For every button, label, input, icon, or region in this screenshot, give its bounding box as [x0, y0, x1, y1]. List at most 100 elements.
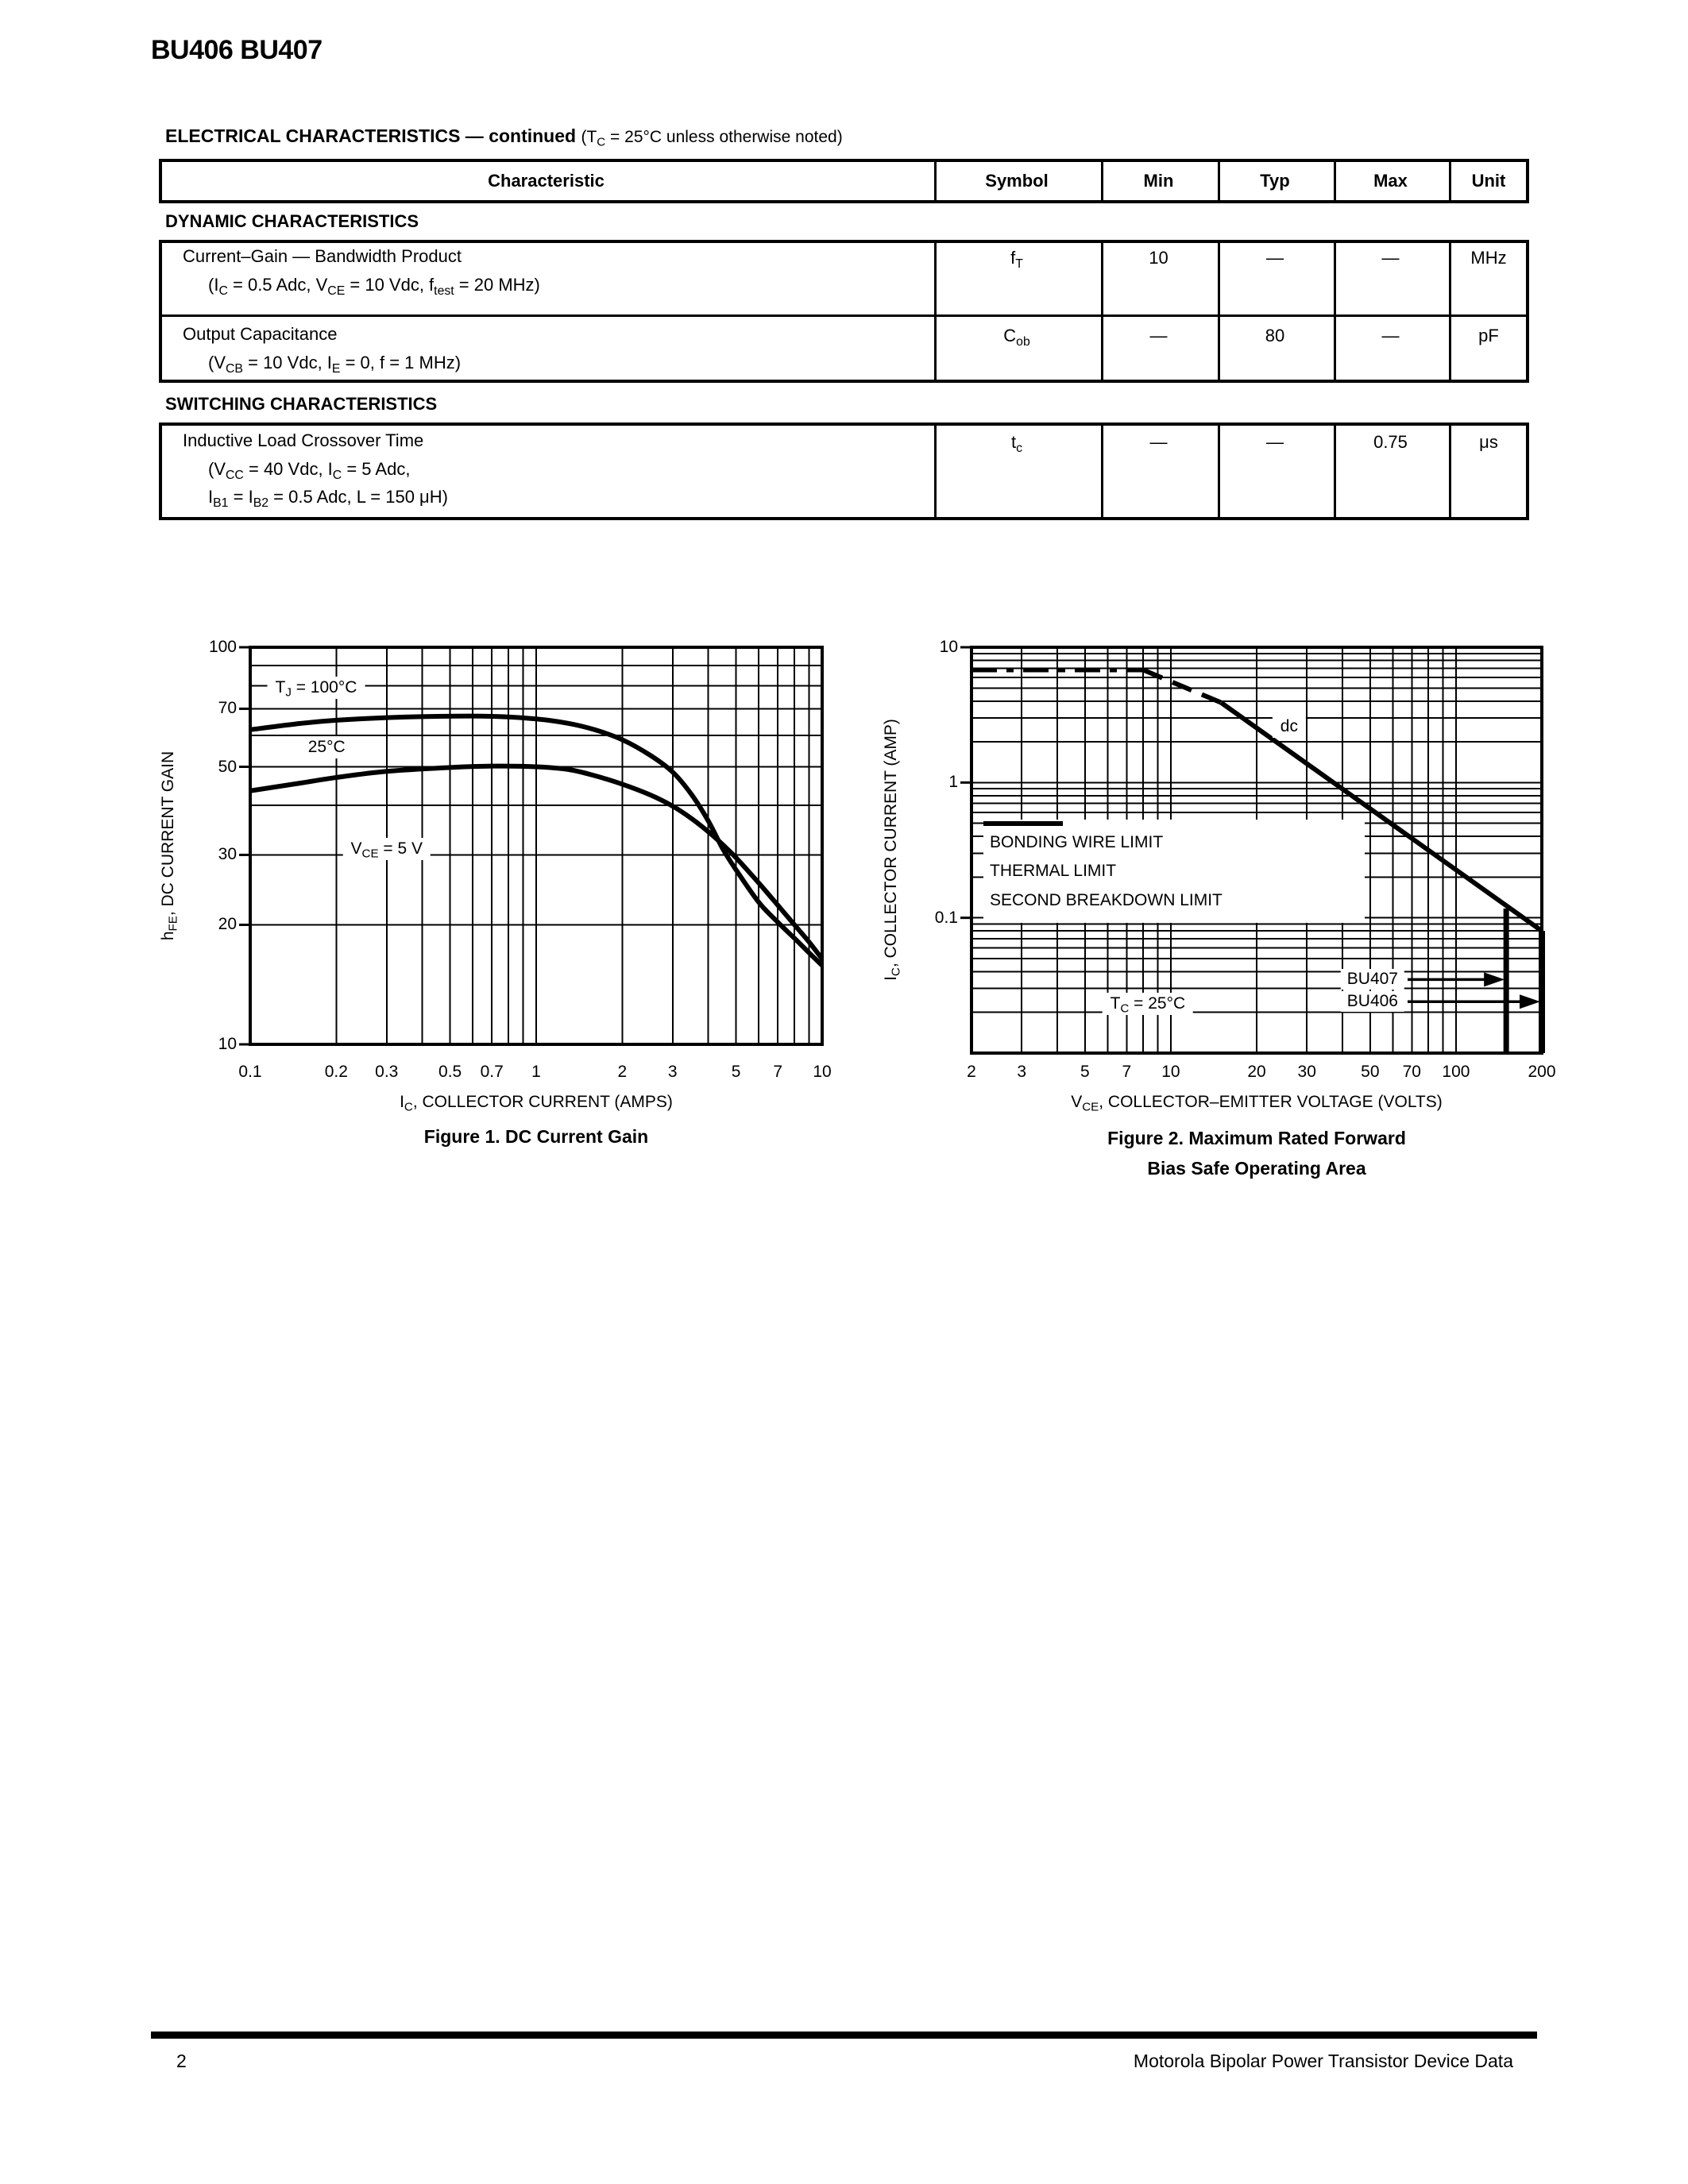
row-unit: MHz: [1470, 248, 1507, 268]
col-header-min: Min: [1143, 171, 1174, 191]
legend-label: THERMAL LIMIT: [990, 862, 1117, 880]
series-thermal-limit: [1141, 667, 1223, 705]
fig2-caption-line1: Figure 2. Maximum Rated Forward: [1107, 1128, 1406, 1148]
grid-lines: [250, 647, 822, 1044]
y-tick-label: 20: [218, 915, 237, 934]
row-characteristic: Output Capacitance: [183, 324, 338, 344]
col-header-characteristic: Characteristic: [488, 171, 605, 191]
row-typ: 80: [1265, 326, 1285, 345]
col-header-symbol: Symbol: [985, 171, 1049, 191]
column-divider: [934, 162, 937, 200]
x-tick-label: 30: [1297, 1063, 1316, 1081]
y-tick-label: 50: [218, 757, 237, 776]
row-max: 0.75: [1373, 432, 1408, 452]
y-tick-label: 10: [939, 638, 958, 656]
chart-annotation: VCE = 5 V: [342, 838, 431, 861]
column-divider: [1218, 162, 1220, 200]
heading-note: (TC = 25°C unless otherwise noted): [581, 128, 843, 149]
x-tick-label: 2: [617, 1063, 628, 1081]
legend-item: BONDING WIRE LIMIT: [983, 821, 1358, 852]
fig1-x-axis-title: IC, COLLECTOR CURRENT (AMPS): [400, 1093, 673, 1114]
y-tick-label: 1: [948, 773, 958, 792]
row-characteristic: Current–Gain — Bandwidth Product: [183, 246, 462, 266]
fig1-caption: Figure 1. DC Current Gain: [423, 1126, 649, 1147]
section-title-dynamic: DYNAMIC CHARACTERISTICS: [165, 211, 419, 231]
table-box-switching: [159, 423, 1529, 520]
y-tick-label: 0.1: [934, 908, 958, 927]
y-tick-label: 100: [208, 638, 237, 656]
footer-text: Motorola Bipolar Power Transistor Device…: [1133, 2051, 1513, 2071]
table-header-box: [159, 159, 1529, 203]
heading-text: ELECTRICAL CHARACTERISTICS — continued: [165, 125, 577, 146]
legend: BONDING WIRE LIMIT THERMAL LIMIT SECOND BR…: [983, 820, 1365, 923]
legend-item: SECOND BREAKDOWN LIMIT: [983, 821, 1358, 910]
y-tick-label: 30: [218, 845, 237, 864]
column-divider: [1449, 162, 1451, 200]
row-max: —: [1381, 248, 1400, 268]
x-tick-label: 5: [1080, 1063, 1090, 1081]
row-typ: —: [1266, 248, 1284, 268]
footer-page-number: 2: [176, 2051, 187, 2071]
figure-2: IC, COLLECTOR CURRENT (AMP) VCE, COLLECT…: [874, 619, 1609, 1191]
row-symbol: tc: [1010, 432, 1023, 455]
electrical-characteristics-heading: ELECTRICAL CHARACTERISTICS — continued (…: [165, 125, 843, 149]
x-tick-label: 5: [731, 1063, 741, 1081]
x-tick-label: 10: [1161, 1063, 1180, 1081]
x-tick-label: 3: [667, 1063, 678, 1081]
chart-annotation: dc: [1272, 715, 1306, 738]
col-header-unit: Unit: [1471, 171, 1506, 191]
series-second-breakdown-limit: [1219, 700, 1543, 933]
row-conditions: IB1 = IB2 = 0.5 Adc, L = 150 μH): [208, 487, 448, 510]
chart-annotation: TC = 25°C: [1102, 993, 1194, 1016]
legend-sample-solid: [983, 821, 1063, 826]
row-symbol: Cob: [1003, 326, 1030, 349]
x-tick-label: 20: [1247, 1063, 1266, 1081]
plot-border: [970, 646, 1543, 1055]
row-divider: [162, 314, 1526, 317]
page-title: BU406 BU407: [151, 35, 323, 65]
legend-label: BONDING WIRE LIMIT: [990, 832, 1164, 851]
table-box-dynamic: [159, 240, 1529, 383]
row-min: —: [1149, 432, 1168, 452]
row-min: 10: [1149, 248, 1168, 268]
x-tick-label: 50: [1361, 1063, 1380, 1081]
footer-rule: [151, 2032, 1537, 2039]
series-tj-100-c: [249, 713, 825, 967]
section-title-switching: SWITCHING CHARACTERISTICS: [165, 394, 438, 414]
y-tick-label: 70: [218, 699, 237, 718]
col-header-max: Max: [1373, 171, 1408, 191]
x-tick-label: 1: [531, 1063, 541, 1081]
plot-border: [249, 646, 824, 1046]
x-tick-label: 0.1: [238, 1063, 262, 1081]
row-characteristic: Inductive Load Crossover Time: [183, 430, 424, 450]
x-tick-label: 0.5: [438, 1063, 462, 1081]
column-divider: [1334, 162, 1336, 200]
row-conditions: (VCC = 40 Vdc, IC = 5 Adc,: [208, 459, 411, 482]
x-tick-label: 7: [1122, 1063, 1132, 1081]
x-tick-label: 100: [1442, 1063, 1470, 1081]
legend-item: THERMAL LIMIT: [983, 821, 1358, 881]
row-conditions: (IC = 0.5 Adc, VCE = 10 Vdc, ftest = 20 …: [208, 275, 540, 298]
column-divider: [1101, 162, 1103, 200]
x-tick-label: 70: [1402, 1063, 1421, 1081]
x-tick-label: 0.2: [324, 1063, 348, 1081]
x-tick-label: 3: [1017, 1063, 1027, 1081]
row-typ: —: [1266, 432, 1284, 452]
row-min: —: [1149, 326, 1168, 345]
callout-label-bu406: BU406: [1340, 991, 1404, 1013]
x-tick-label: 0.7: [480, 1063, 504, 1081]
chart-annotation: 25°C: [299, 735, 353, 758]
x-tick-label: 10: [813, 1063, 832, 1081]
x-tick-label: 7: [773, 1063, 783, 1081]
x-tick-label: 2: [967, 1063, 976, 1081]
fig2-x-axis-title: VCE, COLLECTOR–EMITTER VOLTAGE (VOLTS): [1071, 1093, 1443, 1114]
callout-arrowhead: [1520, 994, 1540, 1009]
callout-arrowhead: [1484, 972, 1505, 987]
row-max: —: [1381, 326, 1400, 345]
fig2-caption-line2: Bias Safe Operating Area: [1147, 1158, 1366, 1179]
row-unit: μs: [1479, 432, 1498, 452]
legend-label: SECOND BREAKDOWN LIMIT: [990, 890, 1223, 909]
row-symbol: fT: [1010, 248, 1023, 271]
row-conditions: (VCB = 10 Vdc, IE = 0, f = 1 MHz): [208, 353, 462, 376]
